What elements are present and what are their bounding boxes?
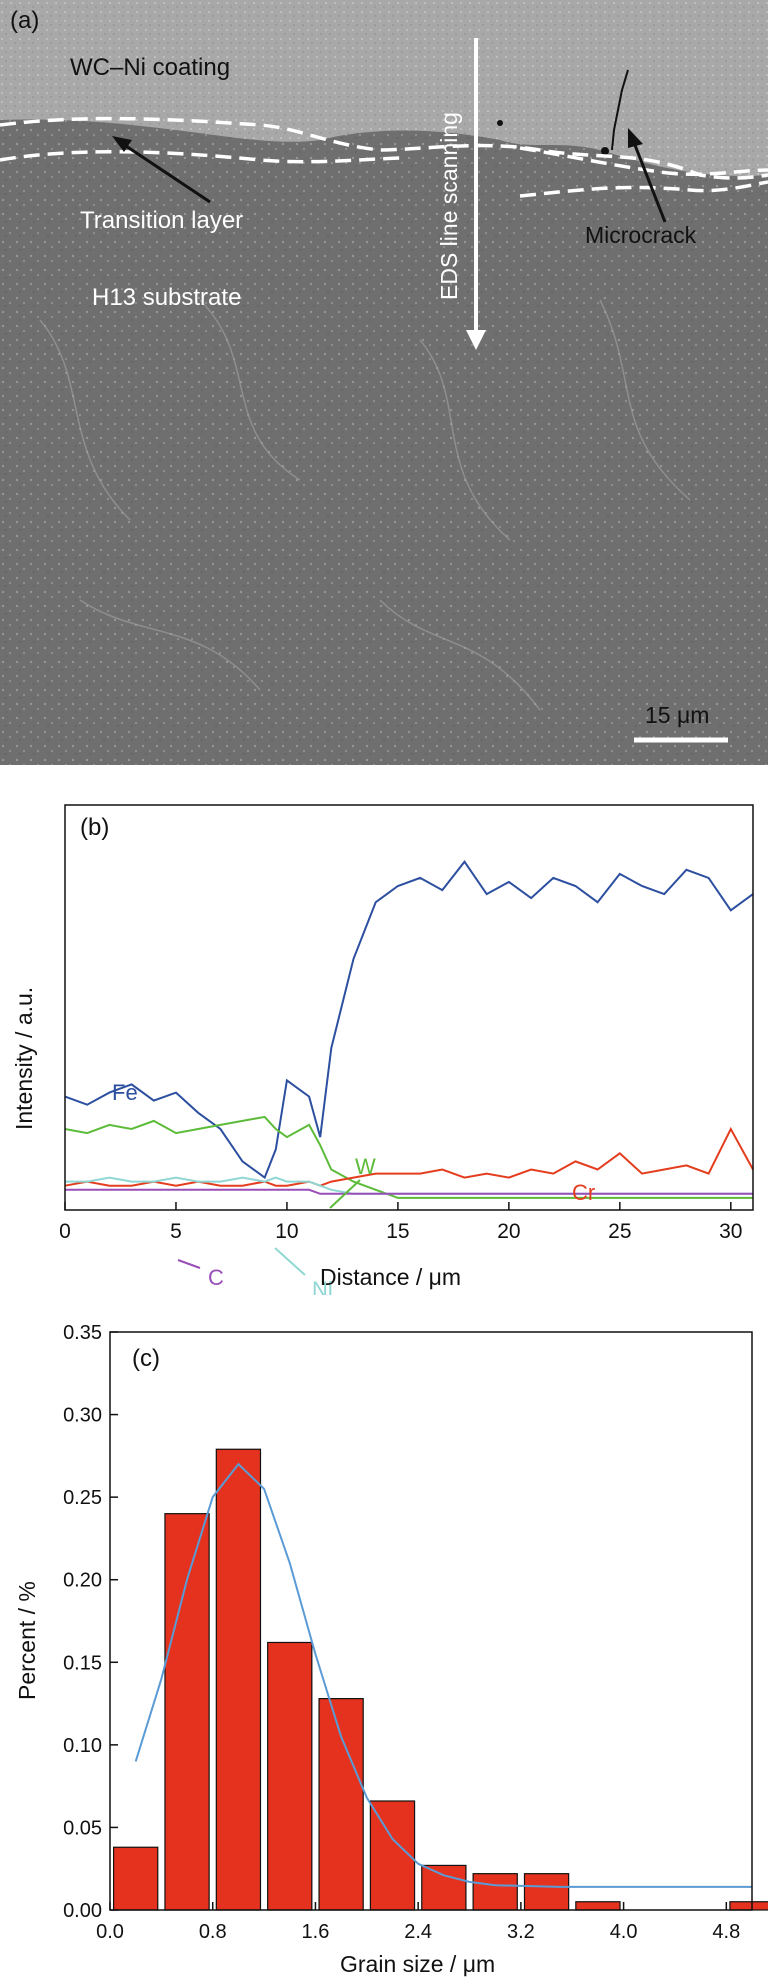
coating-label: WC–Ni coating [70, 54, 230, 81]
series-line-fe [64, 860, 754, 1180]
eds-x-axis-title: Distance / μm [320, 1264, 461, 1290]
eds-axes: 0 5 10 15 20 25 30 [59, 804, 754, 1243]
histogram-plot-frame [109, 1331, 753, 1911]
x-tick-label: 1.6 [302, 1921, 330, 1943]
series-line-cr [64, 1126, 754, 1187]
x-tick-label: 0.8 [199, 1921, 227, 1943]
legend-label-w: W [355, 1154, 376, 1179]
legend-pointer-w [329, 1179, 361, 1209]
distribution-fit-curve [134, 1462, 752, 1888]
substrate-label: H13 substrate [92, 284, 241, 311]
sem-micrograph-panel: (a) WC–Ni coating Transition layer H13 s… [0, 0, 768, 765]
microcrack-line [611, 69, 629, 151]
x-tick-label: 15 [386, 1220, 409, 1243]
histogram-bar [523, 1873, 570, 1911]
pore-1 [497, 120, 503, 126]
x-tick-label: 5 [170, 1220, 182, 1243]
y-tick-label: 0.35 [63, 1322, 102, 1344]
panel-b-label: (b) [80, 814, 109, 841]
interface-lower-boundary [0, 146, 768, 198]
histogram-bar [112, 1846, 159, 1911]
eds-plot-frame [64, 804, 754, 1211]
pore-2 [601, 147, 609, 155]
legend-pointer-c [177, 1259, 201, 1269]
y-tick-label: 0.25 [63, 1487, 102, 1509]
histogram-bar [421, 1864, 467, 1911]
legend-label-fe: Fe [112, 1080, 138, 1105]
transition-arrow-head [112, 136, 132, 152]
eds-scan-label: EDS line scanning [436, 112, 462, 300]
y-tick-label: 0.30 [63, 1405, 102, 1427]
histogram-bar [575, 1901, 621, 1911]
histogram-x-axis-title: Grain size / μm [340, 1951, 495, 1977]
eds-arrow-head [466, 330, 486, 350]
histogram-bars [112, 1448, 768, 1911]
series-line-c [65, 1188, 753, 1195]
y-tick-label: 0.05 [63, 1817, 102, 1839]
scale-bar-label: 15 μm [645, 702, 709, 728]
microcrack-arrow-shaft [631, 139, 667, 223]
histogram-bar [267, 1641, 313, 1911]
x-tick-label: 30 [719, 1220, 742, 1243]
x-tick-label: 4.8 [712, 1921, 740, 1943]
eds-line-scan-chart: 0 5 10 15 20 25 30 (b) Intensity / a.u. Distan… [11, 804, 754, 1295]
legend-label-c: C [208, 1265, 224, 1290]
series-line-w [64, 1115, 753, 1199]
x-tick-label: 10 [275, 1220, 298, 1243]
substrate-texture [39, 299, 691, 711]
histogram-y-axis-title: Percent / % [14, 1581, 40, 1700]
x-tick-label: 0.0 [96, 1921, 124, 1943]
histogram-bar [164, 1513, 210, 1911]
distribution-fit [134, 1462, 752, 1888]
y-tick-label: 0.00 [63, 1900, 102, 1922]
y-tick-label: 0.20 [63, 1570, 102, 1592]
legend-label-ni: Ni [312, 1277, 333, 1295]
histogram-axes: 0.00 0.05 0.10 0.15 0.20 0.25 0.30 0.35 0.0 0.8 1.… [63, 1322, 753, 1943]
x-tick-label: 20 [497, 1220, 520, 1243]
panel-c-label: (c) [132, 1345, 160, 1372]
series-line-ni [65, 1176, 753, 1195]
histogram-bar [318, 1698, 364, 1911]
transition-layer-label: Transition layer [80, 207, 243, 234]
x-tick-label: 2.4 [404, 1921, 432, 1943]
panel-a-label: (a) [10, 7, 39, 34]
x-tick-label: 3.2 [507, 1921, 535, 1943]
microcrack-arrow-head [628, 128, 643, 148]
histogram-bar [472, 1873, 518, 1911]
coating-region [0, 0, 768, 176]
y-tick-label: 0.15 [63, 1652, 102, 1674]
transition-arrow-shaft [119, 140, 211, 204]
x-tick-label: 4.0 [610, 1921, 638, 1943]
histogram-bar [369, 1800, 416, 1911]
x-tick-label: 0 [59, 1220, 71, 1243]
eds-y-axis-title: Intensity / a.u. [11, 987, 37, 1130]
x-tick-label: 25 [608, 1220, 631, 1243]
legend-pointer-ni [274, 1247, 306, 1276]
eds-plot-area [64, 860, 754, 1199]
grain-size-histogram: 0.00 0.05 0.10 0.15 0.20 0.25 0.30 0.35 0.0 0.8 1.… [14, 1322, 768, 1977]
microcrack-label: Microcrack [585, 222, 697, 248]
histogram-bar [215, 1448, 262, 1911]
histogram-bar [729, 1901, 768, 1911]
legend-label-cr: Cr [572, 1180, 595, 1205]
y-tick-label: 0.10 [63, 1735, 102, 1757]
